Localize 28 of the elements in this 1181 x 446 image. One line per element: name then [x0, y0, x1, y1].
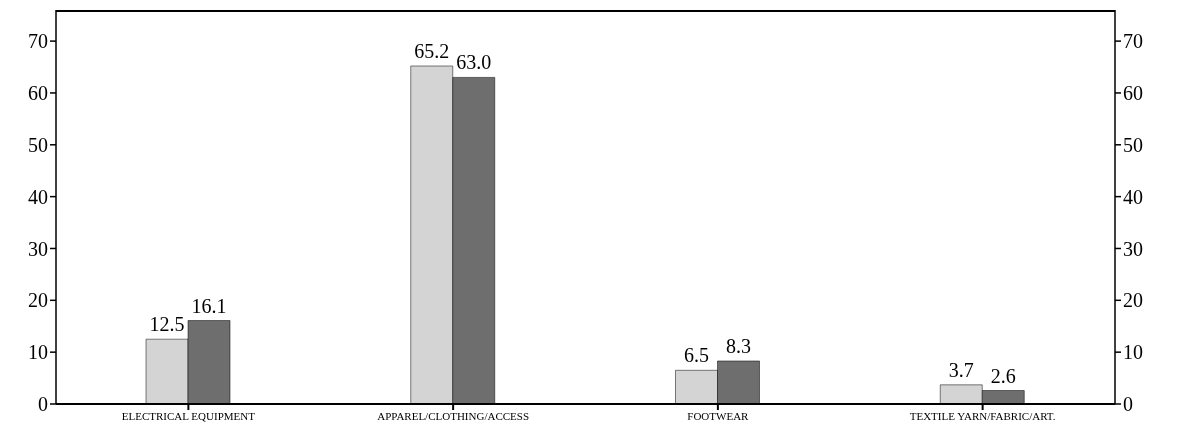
y2-tick-label: 70: [1123, 30, 1143, 53]
y-tick-label: 50: [28, 133, 48, 156]
y2-tick-label: 30: [1123, 237, 1143, 260]
data-label: 2.6: [990, 364, 1016, 387]
y-tick-label: 0: [38, 393, 48, 416]
x-tick-label: FOOTWEAR: [687, 409, 750, 422]
y2-tick-label: 10: [1123, 341, 1143, 364]
y2-tick-label: 20: [1123, 289, 1143, 312]
y2-tick-label: 0: [1123, 393, 1133, 416]
y-tick-label: 10: [28, 341, 48, 364]
x-tick-label: APPAREL/CLOTHING/ACCESS: [377, 409, 530, 422]
y-tick-label: 20: [28, 289, 48, 312]
data-label: 63.0: [456, 51, 492, 74]
data-label: 3.7: [948, 358, 974, 381]
x-tick-label: TEXTILE YARN/FABRIC/ART.: [909, 409, 1056, 422]
y2-tick-label: 40: [1123, 185, 1143, 208]
x-tick-label: ELECTRICAL EQUIPMENT: [121, 409, 256, 422]
y-tick-label: 30: [28, 237, 48, 260]
y-tick-label: 70: [28, 30, 48, 53]
data-label: 8.3: [726, 334, 752, 357]
y-tick-label: 60: [28, 82, 48, 105]
data-label: 6.5: [684, 344, 710, 367]
y-tick-label: 40: [28, 185, 48, 208]
y2-tick-label: 60: [1123, 82, 1143, 105]
data-label: 65.2: [414, 39, 450, 62]
data-label: 16.1: [191, 294, 227, 317]
y2-tick-label: 50: [1123, 133, 1143, 156]
data-label: 12.5: [149, 313, 185, 336]
